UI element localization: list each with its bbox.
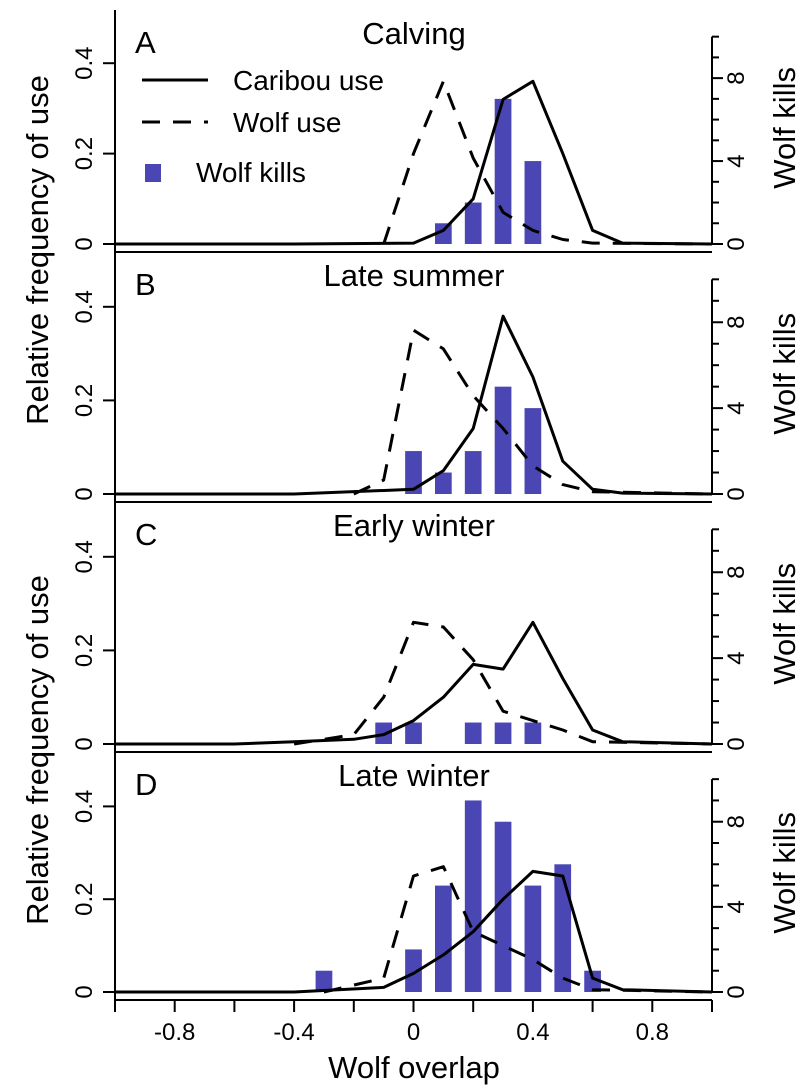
panel-title: Late summer [324, 258, 505, 293]
y-right-tick-label: 0 [723, 237, 750, 250]
caribou-use-line [115, 314, 713, 496]
y-left-tick-label: 0.4 [71, 290, 98, 323]
wolf-kills-bar [494, 386, 512, 494]
y-axis-label-right: Wolf kills [767, 67, 802, 189]
y-left-tick-label: 0.4 [71, 540, 98, 573]
wolf-kills-bar [405, 451, 422, 494]
y-left-tick-label: 0.2 [71, 883, 98, 916]
y-left-tick-label: 0.2 [71, 137, 98, 170]
x-tick-label: 0.8 [636, 1019, 669, 1046]
legend-label-wolf-use: Wolf use [233, 107, 341, 138]
wolf-kills-bar [434, 885, 452, 992]
y-left-tick-label: 0 [71, 985, 98, 998]
y-right-tick-label: 8 [723, 815, 750, 828]
wolf-use-line [353, 328, 713, 496]
y-axis-label-right: Wolf kills [767, 313, 802, 435]
y-right-tick-label: 4 [723, 651, 750, 664]
y-left-tick-label: 0.4 [71, 790, 98, 823]
wolf-kills-bar [554, 864, 572, 992]
x-axis-label: Wolf overlap [328, 1050, 500, 1085]
y-left-tick-label: 0.4 [71, 47, 98, 80]
caribou-use-line [115, 869, 713, 994]
wolf-kills-bar [464, 800, 482, 992]
y-axis-label-left-upper: Relative frequency of use [20, 75, 55, 425]
wolf-kills-bar [524, 161, 542, 244]
panel-c: C Early winter [115, 508, 713, 746]
legend-label-wolf-kills: Wolf kills [196, 157, 306, 188]
wolf-use-line [323, 865, 713, 994]
panel-label: C [135, 517, 157, 552]
panel-label: A [135, 25, 156, 60]
y-axis-label-right: Wolf kills [767, 563, 802, 685]
wolf-kills-bar [494, 722, 512, 744]
x-tick-label: 0 [407, 1019, 420, 1046]
wolf-kills-bar [524, 722, 542, 744]
panel-title: Calving [362, 16, 465, 51]
y-right-tick-label: 8 [723, 71, 750, 84]
y-axis-label-left-lower: Relative frequency of use [20, 575, 55, 925]
legend: Caribou use Wolf use Wolf kills [142, 65, 384, 188]
wolf-kills-bar [524, 408, 542, 494]
axes-layer: 0 0.2 0.4 0 4 8 Wolf kills 0 0.2 0.4 0 4 8 Wolf kills… [71, 10, 802, 1046]
wolf-kills-bar [434, 223, 452, 244]
panel-label: D [135, 767, 157, 802]
panel-title: Late winter [338, 758, 490, 793]
wolf-kills-bar [524, 885, 542, 992]
wolf-kills-bar [464, 722, 482, 744]
x-tick-label: 0.4 [516, 1019, 549, 1046]
y-right-tick-label: 4 [723, 900, 750, 913]
panel-label: B [135, 267, 156, 302]
wolf-kills-bar [405, 949, 422, 992]
wolf-kills-bar [464, 202, 482, 244]
wolf-use-line [293, 620, 713, 746]
y-left-tick-label: 0.2 [71, 384, 98, 417]
y-right-tick-label: 8 [723, 566, 750, 579]
y-right-tick-label: 0 [723, 985, 750, 998]
panel-title: Early winter [333, 508, 495, 543]
panel-b: B Late summer [115, 258, 713, 496]
legend-label-caribou-use: Caribou use [233, 65, 384, 96]
y-right-tick-label: 0 [723, 737, 750, 750]
y-right-tick-label: 0 [723, 487, 750, 500]
wolf-use-line [382, 79, 713, 246]
panel-a: A Calving [115, 16, 713, 246]
wolf-kills-bar [464, 451, 482, 494]
x-tick-label: -0.4 [273, 1019, 314, 1046]
legend-bar-swatch [145, 164, 161, 182]
wolf-kills-bar [494, 821, 512, 992]
y-axis-label-right: Wolf kills [767, 812, 802, 934]
caribou-use-line [115, 620, 713, 746]
y-right-tick-label: 4 [723, 401, 750, 414]
y-right-tick-label: 4 [723, 154, 750, 167]
y-left-tick-label: 0 [71, 487, 98, 500]
caribou-use-line [115, 79, 713, 246]
y-left-tick-label: 0 [71, 737, 98, 750]
wolf-kills-bar [405, 722, 422, 744]
y-left-tick-label: 0.2 [71, 634, 98, 667]
wolf-kills-bar [434, 472, 452, 494]
y-right-tick-label: 8 [723, 316, 750, 329]
wolf-kills-bar [584, 970, 601, 992]
x-tick-label: -0.8 [154, 1019, 195, 1046]
panel-d: D Late winter [115, 758, 713, 994]
panels-layer: A Calving B Late summer C Early winter D Late w… [115, 16, 713, 994]
y-left-tick-label: 0 [71, 237, 98, 250]
wolf-kills-bar [315, 970, 333, 992]
